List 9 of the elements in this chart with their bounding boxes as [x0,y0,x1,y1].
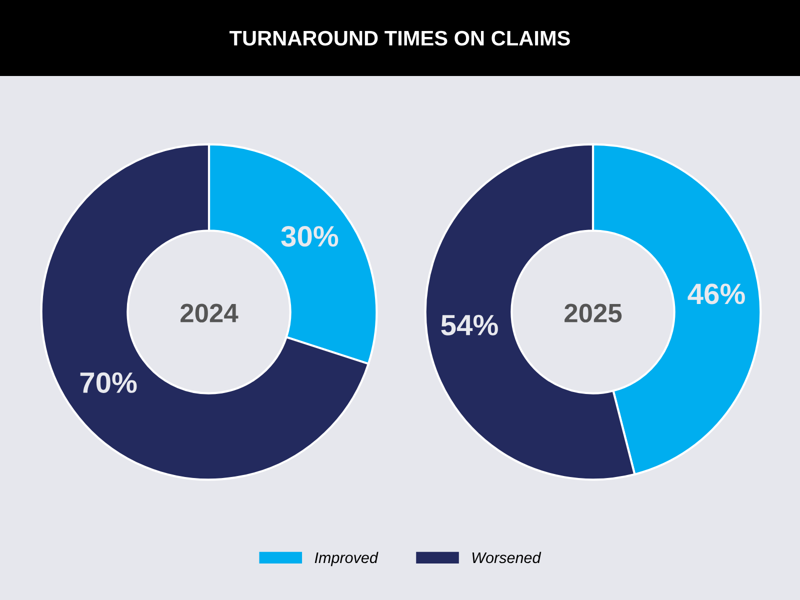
text: 2024 [180,304,238,322]
legend-label: Worsened [472,552,542,564]
data-label: 30% [281,226,338,247]
data-label: 70% [80,372,137,393]
chart-title: TURNAROUND TIMES ON CLAIMS [230,30,570,46]
legend-label: Improved [314,552,378,566]
text: 2025 [564,304,622,322]
data-label: 46% [688,284,745,304]
data-label: 54% [441,314,498,336]
